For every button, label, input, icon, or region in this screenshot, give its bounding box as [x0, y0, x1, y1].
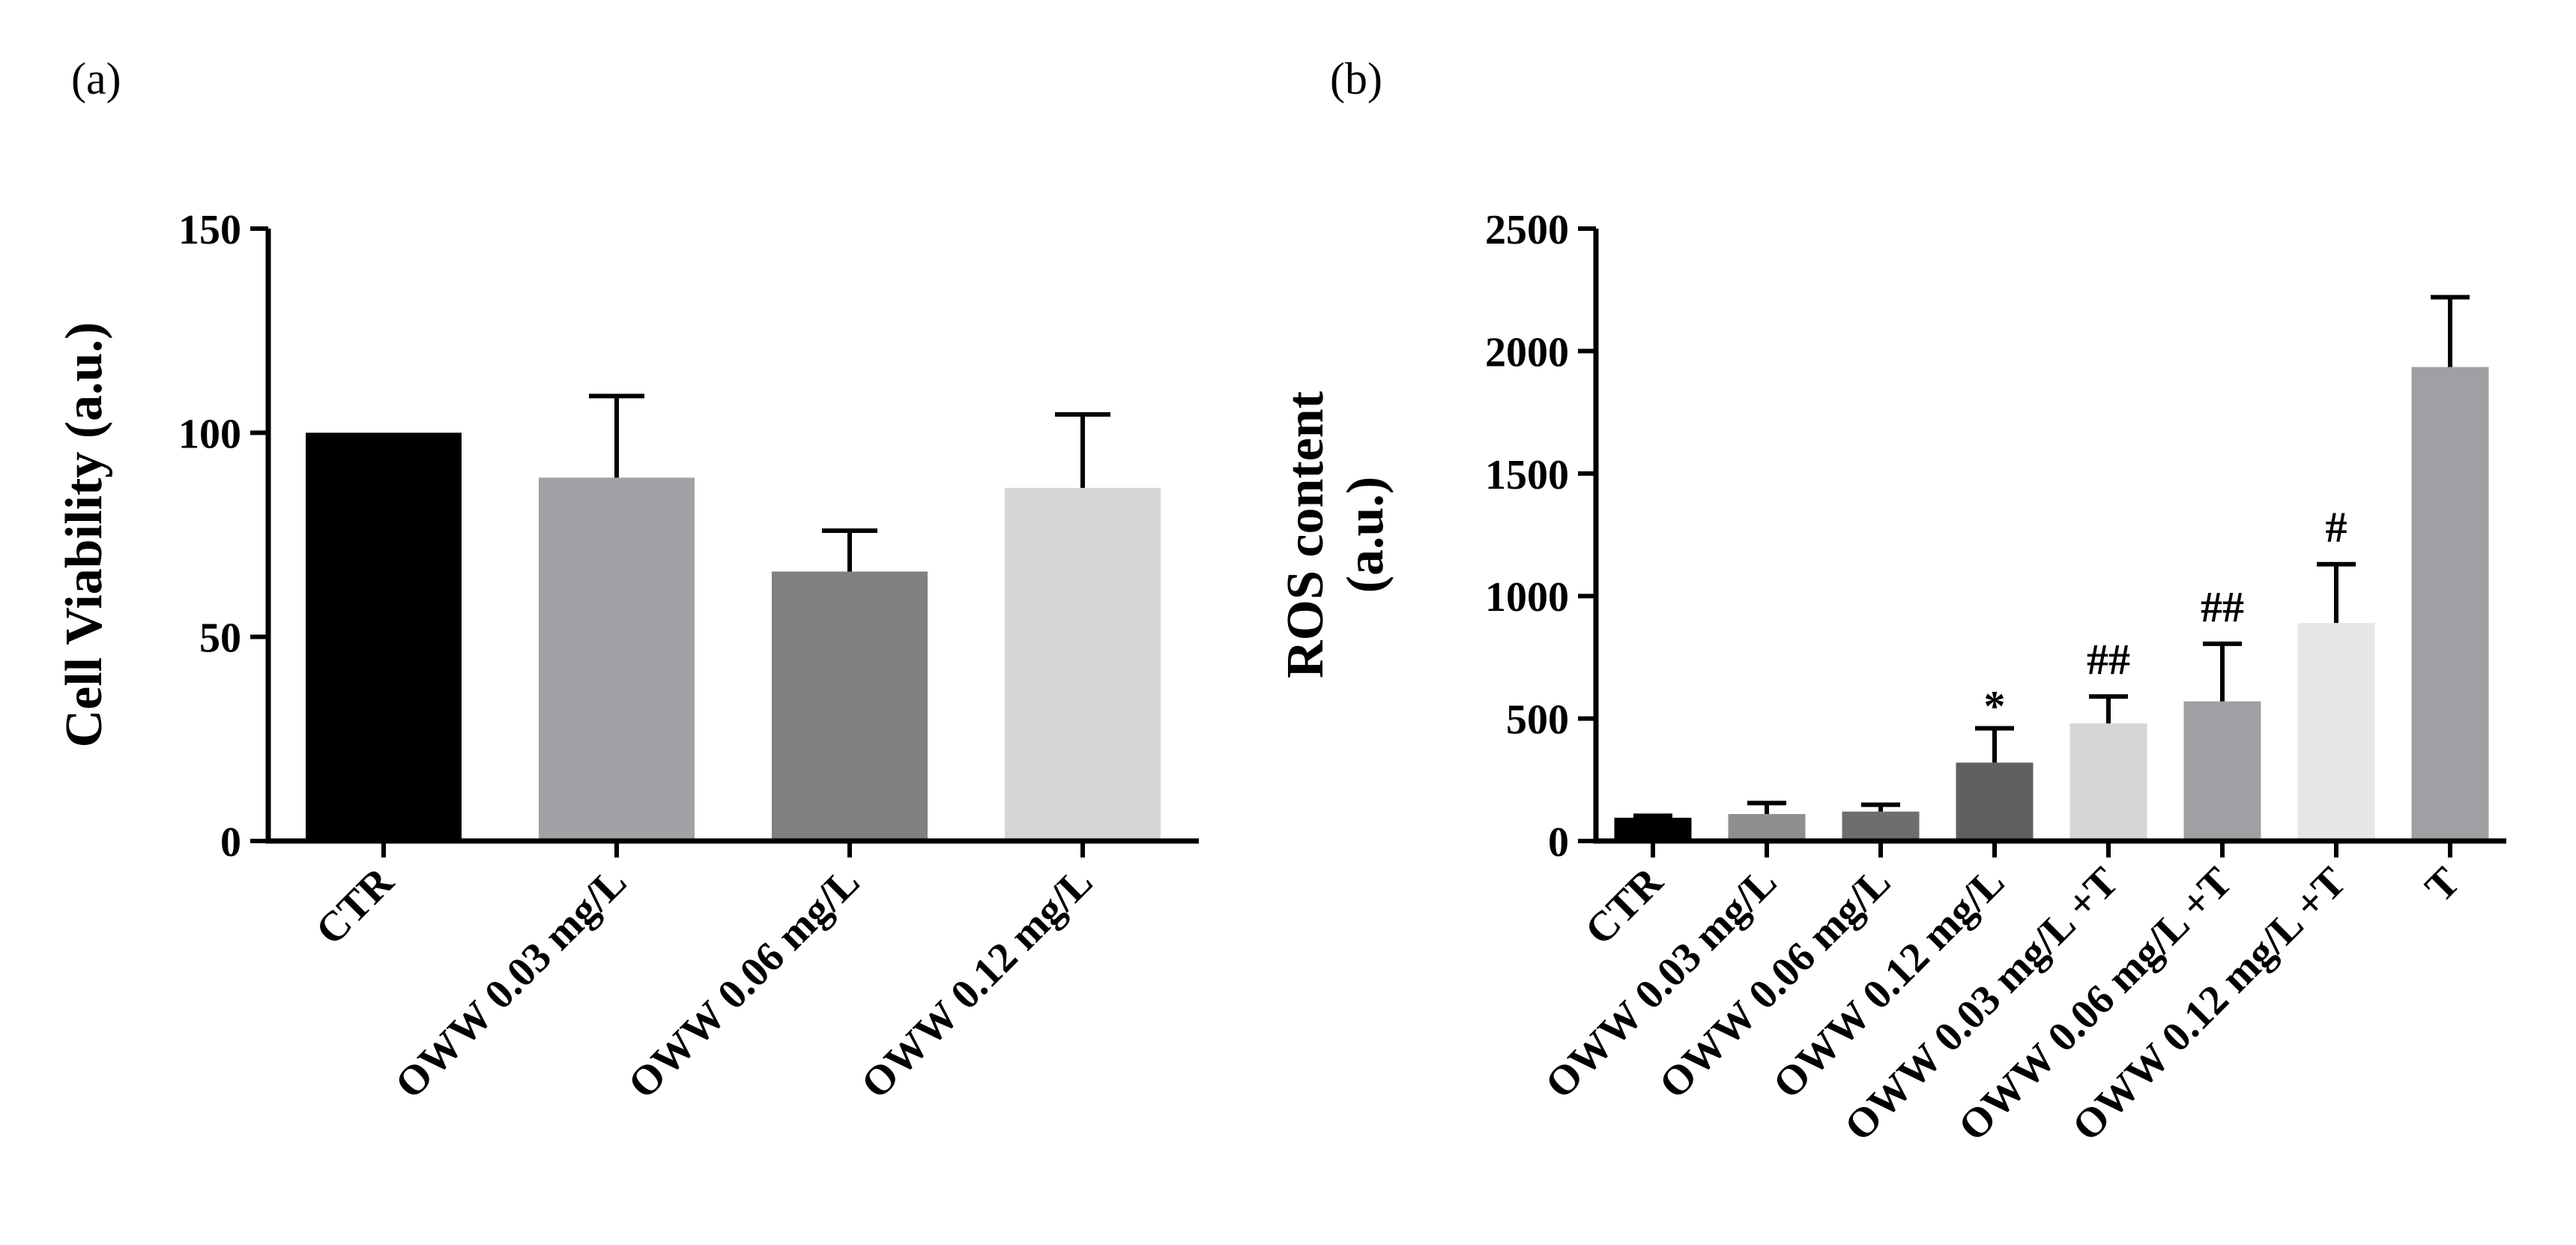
significance-label: *: [1984, 682, 2006, 731]
bar: [1842, 811, 1920, 841]
error-bar: [1975, 726, 2014, 763]
error-bar: [2431, 295, 2470, 367]
bar: [539, 477, 695, 841]
y-axis-title: (a.u.): [1337, 477, 1394, 594]
y-tick-label: 1000: [1485, 574, 1569, 621]
category-label: CTR: [1576, 858, 1672, 954]
y-tick-label: 2000: [1485, 329, 1569, 376]
error-bar: [1747, 801, 1786, 815]
error-bar: [2089, 694, 2128, 724]
bar: [2411, 367, 2489, 842]
error-bar: [2317, 561, 2356, 624]
y-tick-label: 50: [199, 615, 241, 662]
category-label: T: [2416, 858, 2469, 911]
axes: [265, 229, 1199, 844]
bar: [1956, 762, 2034, 841]
category-label: OWW 0.03 mg/L: [387, 858, 635, 1107]
y-tick-label: 0: [220, 819, 241, 866]
bar: [2183, 701, 2261, 841]
error-bar: [1861, 802, 1900, 812]
significance-label: ##: [2087, 635, 2130, 684]
category-label: OWW 0.06 mg/L: [620, 858, 868, 1107]
significance-label: #: [2326, 503, 2347, 552]
category-label: CTR: [307, 858, 403, 954]
y-tick-label: 100: [178, 411, 241, 457]
bar: [2297, 623, 2375, 841]
axes: [1593, 229, 2506, 844]
panel-label: (a): [71, 54, 121, 103]
error-bar: [1055, 412, 1110, 488]
bar: [772, 571, 928, 841]
bar: [1005, 487, 1161, 841]
y-tick-label: 500: [1506, 697, 1569, 744]
y-tick-label: 2500: [1485, 207, 1569, 253]
error-bar: [589, 394, 644, 478]
y-tick-label: 150: [178, 207, 241, 253]
category-label: OWW 0.12 mg/L: [853, 858, 1101, 1107]
y-tick-label: 1500: [1485, 452, 1569, 498]
bar: [1614, 817, 1692, 841]
error-bar: [822, 528, 877, 572]
error-bar: [2203, 641, 2242, 702]
bar: [1728, 814, 1806, 841]
significance-label: ##: [2201, 582, 2244, 631]
error-bar: [1633, 813, 1672, 819]
bar: [306, 432, 462, 841]
y-axis-title: Cell Viability (a.u.): [55, 322, 113, 748]
panel-label: (b): [1330, 54, 1382, 103]
y-axis-title: ROS content: [1277, 391, 1334, 678]
bar: [2069, 723, 2147, 841]
y-tick-label: 0: [1548, 819, 1569, 866]
